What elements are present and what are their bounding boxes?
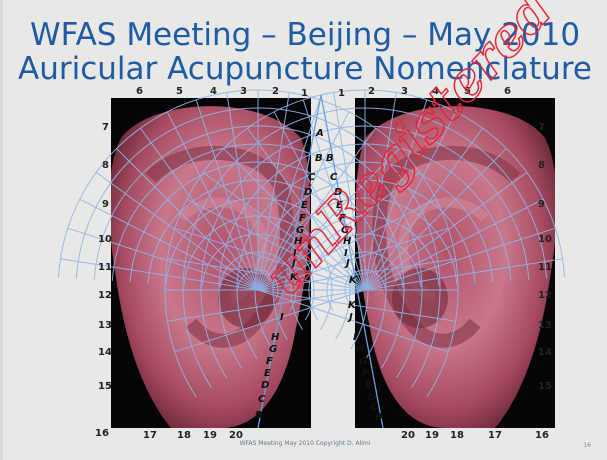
lower-letter-right: E (365, 380, 372, 391)
upper-letter-right: B (326, 153, 334, 164)
side-number-left: 12 (98, 290, 112, 301)
upper-letter-right: E (336, 200, 343, 211)
bottom-number: 17 (143, 430, 157, 441)
lower-letter-left: H (271, 332, 280, 343)
bottom-number: 18 (450, 430, 464, 441)
lower-letter-left: E (264, 368, 271, 379)
upper-letter-left: G (296, 225, 305, 236)
top-number: 1 (338, 88, 345, 99)
center-letter-a: A (316, 128, 324, 139)
side-number-left: 9 (102, 199, 109, 210)
lower-letter-right: D (368, 392, 377, 403)
lower-letter-right: C (371, 402, 379, 413)
top-number: 3 (401, 86, 408, 97)
side-number-right: 9 (538, 199, 545, 210)
lower-letter-left: I (280, 312, 284, 323)
side-number-left: 13 (98, 320, 112, 331)
side-number-left: 14 (98, 347, 112, 358)
upper-letter-left: J (292, 258, 296, 269)
side-number-left: 10 (98, 234, 112, 245)
lower-letter-right: J (349, 312, 353, 323)
page-number: 16 (583, 442, 591, 449)
upper-letter-left: B (315, 153, 323, 164)
lower-letter-left: B (255, 410, 263, 421)
side-number-right: 12 (538, 290, 552, 301)
upper-letter-left: H (294, 236, 303, 247)
upper-letter-right: H (343, 236, 352, 247)
side-number-right: 10 (538, 234, 552, 245)
upper-letter-right: D (334, 187, 343, 198)
lower-letter-right: I (353, 332, 357, 343)
slide: WFAS Meeting – Beijing – May 2010 Auricu… (3, 0, 607, 460)
slide-title: WFAS Meeting – Beijing – May 2010 (29, 17, 581, 53)
upper-letter-left: K (290, 272, 298, 283)
bottom-number: 20 (229, 430, 243, 441)
upper-letter-left: I (293, 248, 297, 259)
upper-letter-right: J (346, 258, 350, 269)
side-number-right: 11 (538, 262, 552, 273)
bottom-number: 20 (401, 430, 415, 441)
upper-letter-left: E (301, 200, 308, 211)
top-number: 2 (368, 86, 375, 97)
side-number-right: 14 (538, 347, 552, 358)
side-number-left: 8 (102, 160, 109, 171)
top-number: 5 (176, 86, 183, 97)
lower-letter-right: H (356, 344, 365, 355)
bottom-number: 18 (177, 430, 191, 441)
lower-letter-left: C (258, 394, 266, 405)
lower-letter-right: K (348, 300, 356, 311)
lower-letter-left: F (266, 356, 273, 367)
bottom-number: 19 (203, 430, 217, 441)
lower-letter-left: D (261, 380, 270, 391)
lower-letter-right: G (359, 356, 368, 367)
nomenclature-grid (57, 89, 566, 429)
upper-letter-right: F (339, 213, 346, 224)
top-number: 6 (504, 86, 511, 97)
upper-letter-left: D (304, 187, 313, 198)
slide-footer: WFAS Meeting May 2010 Copyright D. Alimi (239, 440, 371, 447)
top-number: 2 (272, 86, 279, 97)
lower-letter-right: B (375, 412, 383, 423)
top-number: 4 (432, 86, 439, 97)
top-number: 4 (210, 86, 217, 97)
upper-letter-right: I (344, 248, 348, 259)
upper-letter-right: G (341, 225, 350, 236)
side-number-right: 7 (538, 122, 545, 133)
side-number-left: 15 (98, 381, 112, 392)
lower-letter-left: G (269, 344, 278, 355)
bottom-number: 19 (425, 430, 439, 441)
bottom-number: 16 (95, 428, 109, 439)
lower-letter-right: F (362, 368, 369, 379)
side-number-right: 8 (538, 160, 545, 171)
side-number-left: 11 (98, 262, 112, 273)
top-number: 3 (240, 86, 247, 97)
side-number-left: 7 (102, 122, 109, 133)
top-number: 5 (464, 86, 471, 97)
side-number-right: 13 (538, 320, 552, 331)
upper-letter-right: C (330, 172, 338, 183)
top-number: 6 (136, 86, 143, 97)
upper-letter-left: F (299, 213, 306, 224)
bottom-number: 16 (535, 430, 549, 441)
top-number: 1 (301, 88, 308, 99)
side-number-right: 15 (538, 381, 552, 392)
slide-subtitle: Auricular Acupuncture Nomenclature (18, 51, 592, 87)
bottom-number: 17 (488, 430, 502, 441)
upper-letter-left: C (308, 172, 316, 183)
upper-letter-right: K (349, 275, 357, 286)
